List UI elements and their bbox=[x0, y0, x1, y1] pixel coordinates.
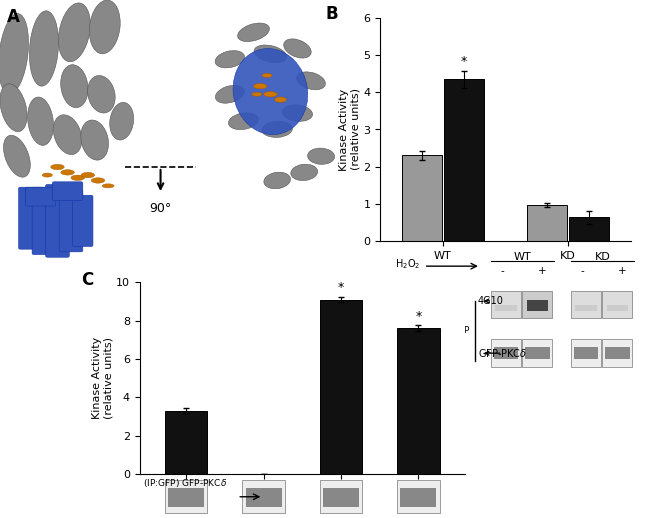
Ellipse shape bbox=[81, 172, 95, 178]
FancyBboxPatch shape bbox=[46, 184, 70, 257]
Bar bbox=[494, 347, 518, 359]
Ellipse shape bbox=[282, 105, 313, 121]
Bar bbox=[575, 305, 597, 311]
Ellipse shape bbox=[91, 178, 105, 183]
Ellipse shape bbox=[254, 83, 267, 89]
Text: A: A bbox=[6, 8, 20, 26]
Bar bbox=[571, 339, 601, 367]
Ellipse shape bbox=[60, 65, 88, 108]
Bar bbox=[495, 305, 517, 311]
Bar bbox=[397, 328, 439, 474]
Bar bbox=[574, 347, 598, 359]
Text: *: * bbox=[415, 310, 421, 323]
FancyBboxPatch shape bbox=[25, 187, 56, 206]
Ellipse shape bbox=[291, 164, 318, 181]
Ellipse shape bbox=[88, 76, 115, 113]
Ellipse shape bbox=[228, 113, 258, 130]
Bar bbox=[242, 480, 285, 513]
Ellipse shape bbox=[215, 51, 244, 68]
Text: *: * bbox=[461, 55, 467, 68]
Ellipse shape bbox=[264, 172, 291, 189]
Text: IP:GFP: IP:GFP bbox=[441, 326, 469, 335]
Ellipse shape bbox=[81, 120, 109, 160]
Ellipse shape bbox=[110, 103, 134, 140]
Text: 90°: 90° bbox=[150, 202, 172, 215]
Bar bbox=[400, 488, 436, 507]
Bar bbox=[320, 480, 362, 513]
Ellipse shape bbox=[238, 23, 269, 41]
Ellipse shape bbox=[233, 49, 307, 135]
Bar bbox=[165, 480, 207, 513]
Text: 4G10: 4G10 bbox=[478, 296, 504, 306]
Text: GFP-PKC$\delta$: GFP-PKC$\delta$ bbox=[478, 347, 527, 359]
Ellipse shape bbox=[0, 13, 29, 94]
Ellipse shape bbox=[58, 3, 90, 62]
Ellipse shape bbox=[53, 115, 82, 154]
Y-axis label: Kinase Activity
(relative units): Kinase Activity (relative units) bbox=[339, 89, 361, 170]
Bar bbox=[606, 305, 628, 311]
Bar bbox=[323, 488, 359, 507]
FancyBboxPatch shape bbox=[53, 182, 83, 200]
Text: B: B bbox=[325, 5, 338, 23]
Bar bbox=[603, 291, 632, 319]
Bar bbox=[320, 299, 362, 474]
Ellipse shape bbox=[296, 72, 326, 90]
Text: *: * bbox=[338, 281, 344, 294]
Text: KD: KD bbox=[595, 252, 610, 263]
Bar bbox=[523, 291, 552, 319]
Ellipse shape bbox=[3, 135, 31, 177]
Text: (IP:GFP) GFP-PKC$\delta$: (IP:GFP) GFP-PKC$\delta$ bbox=[143, 477, 227, 489]
Text: C: C bbox=[81, 271, 94, 289]
Bar bbox=[569, 218, 609, 241]
Bar bbox=[603, 339, 632, 367]
Ellipse shape bbox=[274, 97, 287, 103]
Ellipse shape bbox=[252, 92, 262, 96]
FancyBboxPatch shape bbox=[19, 187, 42, 249]
Bar bbox=[526, 205, 567, 241]
Text: H$_2$O$_2$: H$_2$O$_2$ bbox=[395, 257, 421, 271]
Bar bbox=[165, 411, 207, 474]
Text: WT: WT bbox=[514, 252, 531, 263]
Ellipse shape bbox=[71, 175, 84, 180]
Ellipse shape bbox=[29, 11, 58, 86]
Bar bbox=[397, 480, 439, 513]
Bar bbox=[246, 488, 281, 507]
Ellipse shape bbox=[262, 121, 292, 137]
Bar bbox=[526, 300, 548, 311]
FancyBboxPatch shape bbox=[59, 190, 83, 252]
Ellipse shape bbox=[61, 170, 74, 175]
Ellipse shape bbox=[215, 85, 244, 103]
Text: +: + bbox=[618, 266, 627, 276]
Bar bbox=[605, 347, 630, 359]
Ellipse shape bbox=[262, 74, 272, 77]
Ellipse shape bbox=[283, 39, 311, 58]
Bar bbox=[402, 155, 441, 241]
Bar bbox=[571, 291, 601, 319]
Text: -: - bbox=[500, 266, 504, 276]
Text: -: - bbox=[580, 266, 584, 276]
Bar bbox=[491, 291, 521, 319]
Ellipse shape bbox=[307, 148, 335, 164]
Bar bbox=[525, 347, 549, 359]
Ellipse shape bbox=[28, 97, 53, 146]
Bar bbox=[444, 79, 484, 241]
Bar bbox=[491, 339, 521, 367]
Text: +: + bbox=[538, 266, 547, 276]
Ellipse shape bbox=[89, 0, 120, 54]
Y-axis label: Kinase Activity
(relative units): Kinase Activity (relative units) bbox=[92, 337, 113, 419]
Ellipse shape bbox=[264, 92, 277, 97]
Ellipse shape bbox=[51, 164, 64, 170]
Ellipse shape bbox=[0, 84, 27, 132]
FancyBboxPatch shape bbox=[32, 187, 56, 254]
Ellipse shape bbox=[254, 45, 287, 63]
Ellipse shape bbox=[102, 184, 114, 188]
Bar bbox=[523, 339, 552, 367]
Bar bbox=[168, 488, 204, 507]
Ellipse shape bbox=[42, 173, 53, 177]
FancyBboxPatch shape bbox=[73, 195, 93, 247]
